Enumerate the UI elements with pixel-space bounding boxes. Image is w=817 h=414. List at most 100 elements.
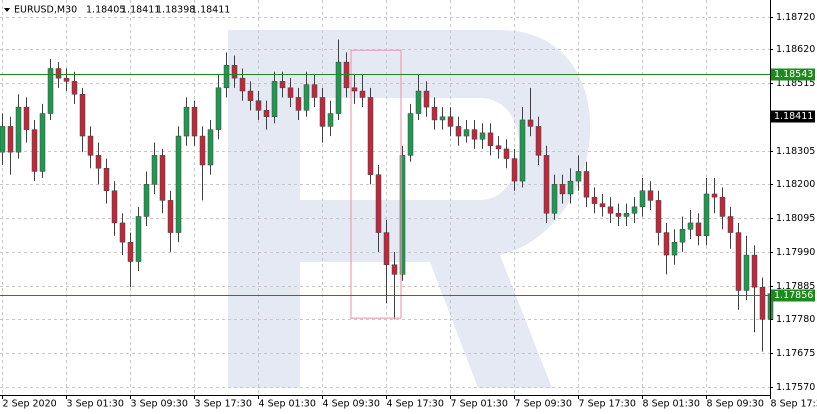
y-tick-label: 1.17990 [776,247,815,258]
watermark [228,30,591,388]
candle-body [47,68,54,114]
candle-body [431,106,438,121]
candle-body [223,65,230,89]
candle-body [663,232,670,256]
menu-arrow [4,8,10,12]
x-tick-label: 7 Sep 09:30 [515,399,572,410]
candle-body [591,196,598,204]
candle-body [495,145,502,150]
level-label: 1.18543 [774,69,813,80]
candle-body [31,129,38,172]
candle-body [375,174,382,233]
candle-body [263,110,270,118]
candle-body [719,196,726,217]
candle-body [39,113,46,172]
candle-body [551,184,558,214]
candle-body [335,61,342,114]
header-close: 1.18411 [191,5,230,16]
candle-body [183,106,190,137]
candle-body [527,119,534,127]
y-tick-label: 1.18305 [776,146,815,157]
y-tick-label: 1.17885 [776,281,815,292]
candle-body [175,135,182,233]
candle-body [391,264,398,275]
candle-body [295,97,302,111]
candle-body [679,229,686,243]
candle-body [615,213,622,217]
candle-body [415,90,422,114]
candle-body [455,126,462,137]
header-low: 1.18398 [156,5,195,16]
candle-body [151,155,158,185]
candle-body [407,113,414,156]
candle-body [87,135,94,156]
x-tick-label: 3 Sep 01:30 [67,399,124,410]
candle-body [0,126,6,153]
header-open: 1.18405 [86,5,125,16]
candle-body [687,222,694,230]
candle-body [159,155,166,201]
x-tick-label: 8 Sep 01:30 [643,399,700,410]
candle-body [607,206,614,214]
price-label: 1.18411 [774,111,813,122]
candle-body [727,216,734,233]
candle-body [695,222,702,237]
candle-body [575,171,582,182]
header-high: 1.18411 [121,5,160,16]
candle-body [743,254,750,291]
candle-body [519,119,526,182]
candle-body [647,190,654,201]
y-tick-label: 1.18515 [776,78,815,89]
candle-body [535,126,542,156]
candle-body [7,126,14,153]
candle-body [199,135,206,166]
candle-body [671,241,678,256]
candle-body [639,190,646,208]
y-tick-label: 1.17570 [776,382,815,393]
x-tick-label: 4 Sep 01:30 [259,399,316,410]
x-tick-label: 3 Sep 17:30 [195,399,252,410]
candle-body [471,129,478,140]
price-label-box [771,110,815,123]
y-tick-label: 1.18200 [776,179,815,190]
candle-body [167,200,174,233]
x-tick-label: 4 Sep 09:30 [323,399,380,410]
candle-body [599,203,606,208]
candle-body [327,113,334,127]
candle-body [759,286,766,320]
header: EURUSD,M30 1.18405 1.18411 1.18398 1.184… [4,5,230,16]
symbol: EURUSD,M30 [14,5,77,16]
candle-body [447,116,454,127]
candle-body [623,213,630,217]
candle-body [231,65,238,79]
candle-body [559,184,566,195]
x-tick-label: 7 Sep 17:30 [579,399,636,410]
x-tick-label: 4 Sep 17:30 [387,399,444,410]
candle-body [103,167,110,191]
candle-body [247,90,254,101]
candle-body [655,200,662,233]
x-tick-label: 8 Sep 17:30 [771,399,817,410]
highlight-box [350,49,402,319]
candle-body [79,93,86,137]
candle-body [583,171,590,198]
candle-body [63,77,70,82]
candle-body [711,193,718,198]
x-tick-label: 3 Sep 09:30 [131,399,188,410]
candle-body [55,68,62,79]
level-label: 1.17856 [774,290,813,301]
candle-body [503,148,510,159]
candle-body [135,216,142,262]
x-tick-label: 7 Sep 01:30 [451,399,508,410]
candle-body [255,100,262,111]
candle-body [279,81,286,89]
candle-body [15,106,22,153]
candle-body [287,87,294,98]
candle-body [703,193,710,237]
candle-body [119,222,126,243]
level-label-box [771,289,815,302]
candle-body [215,87,222,130]
candle-body [111,190,118,224]
candle-body [383,232,390,265]
